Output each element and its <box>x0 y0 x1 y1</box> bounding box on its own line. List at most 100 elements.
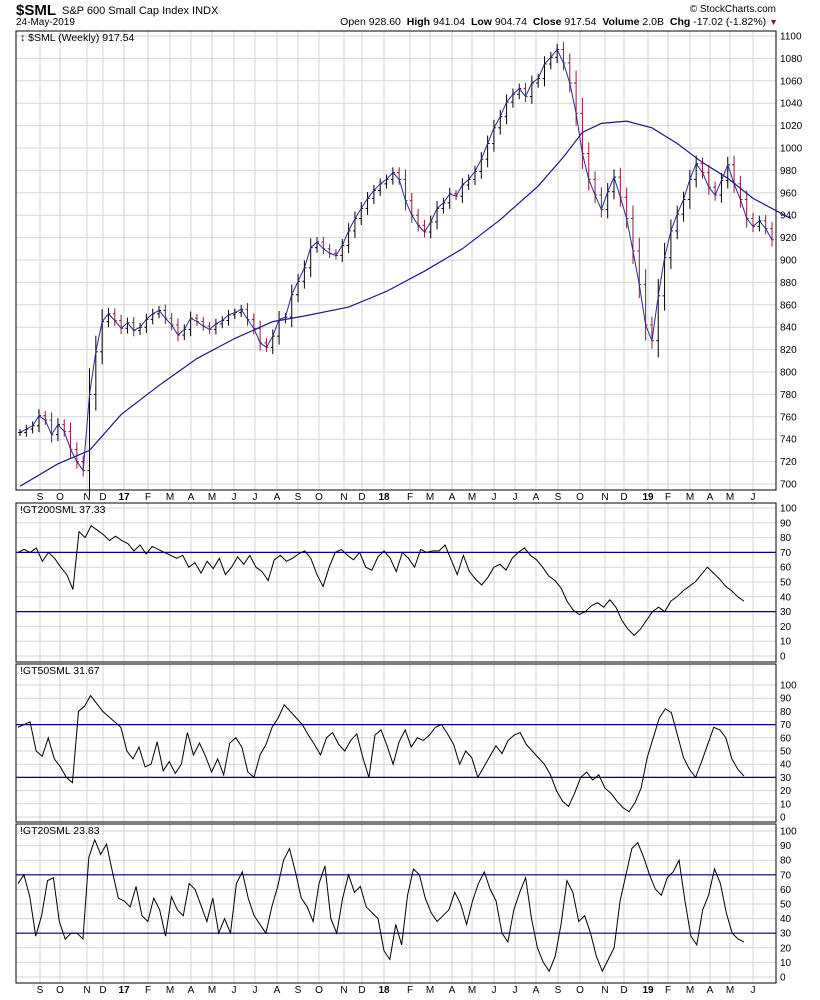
x-tick-label: S <box>295 492 302 503</box>
breadth-line <box>17 525 745 636</box>
x-tick-label: S <box>295 985 302 996</box>
x-tick-label: O <box>56 985 64 996</box>
x-tick-label: A <box>707 492 714 503</box>
y-tick-label: 60 <box>780 733 792 744</box>
moving-average-line <box>19 120 792 487</box>
x-tick-label: M <box>426 985 434 996</box>
price-close-line <box>19 48 773 472</box>
pane-legend: !GT200SML 37.33 <box>20 504 106 516</box>
x-tick-label: N <box>601 985 608 996</box>
x-tick-label: J <box>492 985 497 996</box>
low-label: Low <box>470 16 492 28</box>
date-label: 24-May-2019 <box>16 17 75 28</box>
x-tick-label: O <box>315 492 323 503</box>
exchange-label: INDX <box>192 5 219 17</box>
x-tick-label: M <box>726 492 734 503</box>
low-value: 904.74 <box>494 16 527 28</box>
volume-label: Volume <box>602 16 640 28</box>
y-tick-label: 90 <box>780 841 792 852</box>
x-tick-label: J <box>751 492 756 503</box>
x-tick-label: D <box>620 492 627 503</box>
y-tick-label: 780 <box>780 390 797 401</box>
y-tick-label: 760 <box>780 412 797 423</box>
x-tick-label: M <box>468 492 476 503</box>
y-tick-label: 60 <box>780 563 792 574</box>
y-tick-label: 40 <box>780 914 792 925</box>
x-tick-label: S <box>555 492 562 503</box>
y-tick-label: 960 <box>780 188 797 199</box>
x-tick-label: 19 <box>642 492 654 503</box>
x-tick-label: J <box>253 492 258 503</box>
x-tick-label: D <box>99 985 106 996</box>
y-tick-label: 1020 <box>780 121 803 132</box>
x-tick-label: F <box>665 985 671 996</box>
y-tick-label: 10 <box>780 799 792 810</box>
x-tick-label: J <box>513 492 518 503</box>
x-tick-label: A <box>707 985 714 996</box>
y-tick-label: 740 <box>780 435 797 446</box>
chg-value: -17.02 (-1.82%) <box>693 16 767 28</box>
y-tick-label: 10 <box>780 637 792 648</box>
x-tick-label: M <box>686 492 694 503</box>
y-tick-label: 800 <box>780 368 797 379</box>
y-tick-label: 30 <box>780 607 792 618</box>
open-label: Open <box>340 16 366 28</box>
x-tick-label: D <box>358 985 365 996</box>
x-tick-label: J <box>751 985 756 996</box>
index-name-text: S&P 600 Small Cap Index <box>62 5 189 17</box>
x-tick-label: F <box>407 985 413 996</box>
y-tick-label: 50 <box>780 747 792 758</box>
x-tick-label: A <box>449 985 456 996</box>
symbol-label: $SML <box>16 2 57 19</box>
y-tick-label: 900 <box>780 256 797 267</box>
x-tick-label: A <box>188 492 195 503</box>
x-tick-label: J <box>253 985 258 996</box>
y-tick-label: 980 <box>780 166 797 177</box>
breadth-line <box>17 694 745 813</box>
x-tick-label: F <box>145 492 151 503</box>
chart-pane-0: 700 720 740 760 780 800 820 840 860 880 900 920 940 9… <box>15 30 803 503</box>
y-tick-label: 80 <box>780 533 792 544</box>
y-tick-label: 100 <box>780 827 797 838</box>
pane-legend: ↕ $SML (Weekly) 917.54 <box>20 32 135 44</box>
x-tick-label: 18 <box>378 492 390 503</box>
y-tick-label: 820 <box>780 345 797 356</box>
x-tick-label: F <box>665 492 671 503</box>
y-tick-label: 0 <box>780 652 786 663</box>
y-tick-label: 10 <box>780 958 792 969</box>
y-tick-label: 860 <box>780 300 797 311</box>
x-tick-label: F <box>407 492 413 503</box>
x-tick-label: N <box>83 492 90 503</box>
y-tick-label: 100 <box>780 681 797 692</box>
y-tick-label: 100 <box>780 504 797 515</box>
y-tick-label: 60 <box>780 885 792 896</box>
y-tick-label: 0 <box>780 813 786 824</box>
y-tick-label: 940 <box>780 211 797 222</box>
x-tick-label: A <box>533 985 540 996</box>
pane-frame <box>15 663 777 823</box>
y-tick-label: 40 <box>780 760 792 771</box>
x-tick-label: S <box>37 985 44 996</box>
x-tick-label: M <box>468 985 476 996</box>
x-tick-label: D <box>99 492 106 503</box>
x-tick-label: S <box>555 985 562 996</box>
breadth-line <box>17 838 745 973</box>
x-tick-label: O <box>315 985 323 996</box>
open-value: 928.60 <box>368 16 401 28</box>
y-tick-label: 920 <box>780 233 797 244</box>
x-tick-label: D <box>620 985 627 996</box>
y-tick-label: 700 <box>780 480 797 491</box>
x-tick-label: D <box>358 492 365 503</box>
x-tick-label: A <box>449 492 456 503</box>
y-tick-label: 1060 <box>780 76 803 87</box>
y-tick-label: 90 <box>780 518 792 529</box>
y-tick-label: 90 <box>780 694 792 705</box>
x-tick-label: M <box>726 985 734 996</box>
y-tick-label: 720 <box>780 457 797 468</box>
y-tick-label: 50 <box>780 900 792 911</box>
volume-value: 2.0B <box>642 16 665 28</box>
y-tick-label: 70 <box>780 870 792 881</box>
x-tick-label: M <box>426 492 434 503</box>
x-tick-label: A <box>274 985 281 996</box>
